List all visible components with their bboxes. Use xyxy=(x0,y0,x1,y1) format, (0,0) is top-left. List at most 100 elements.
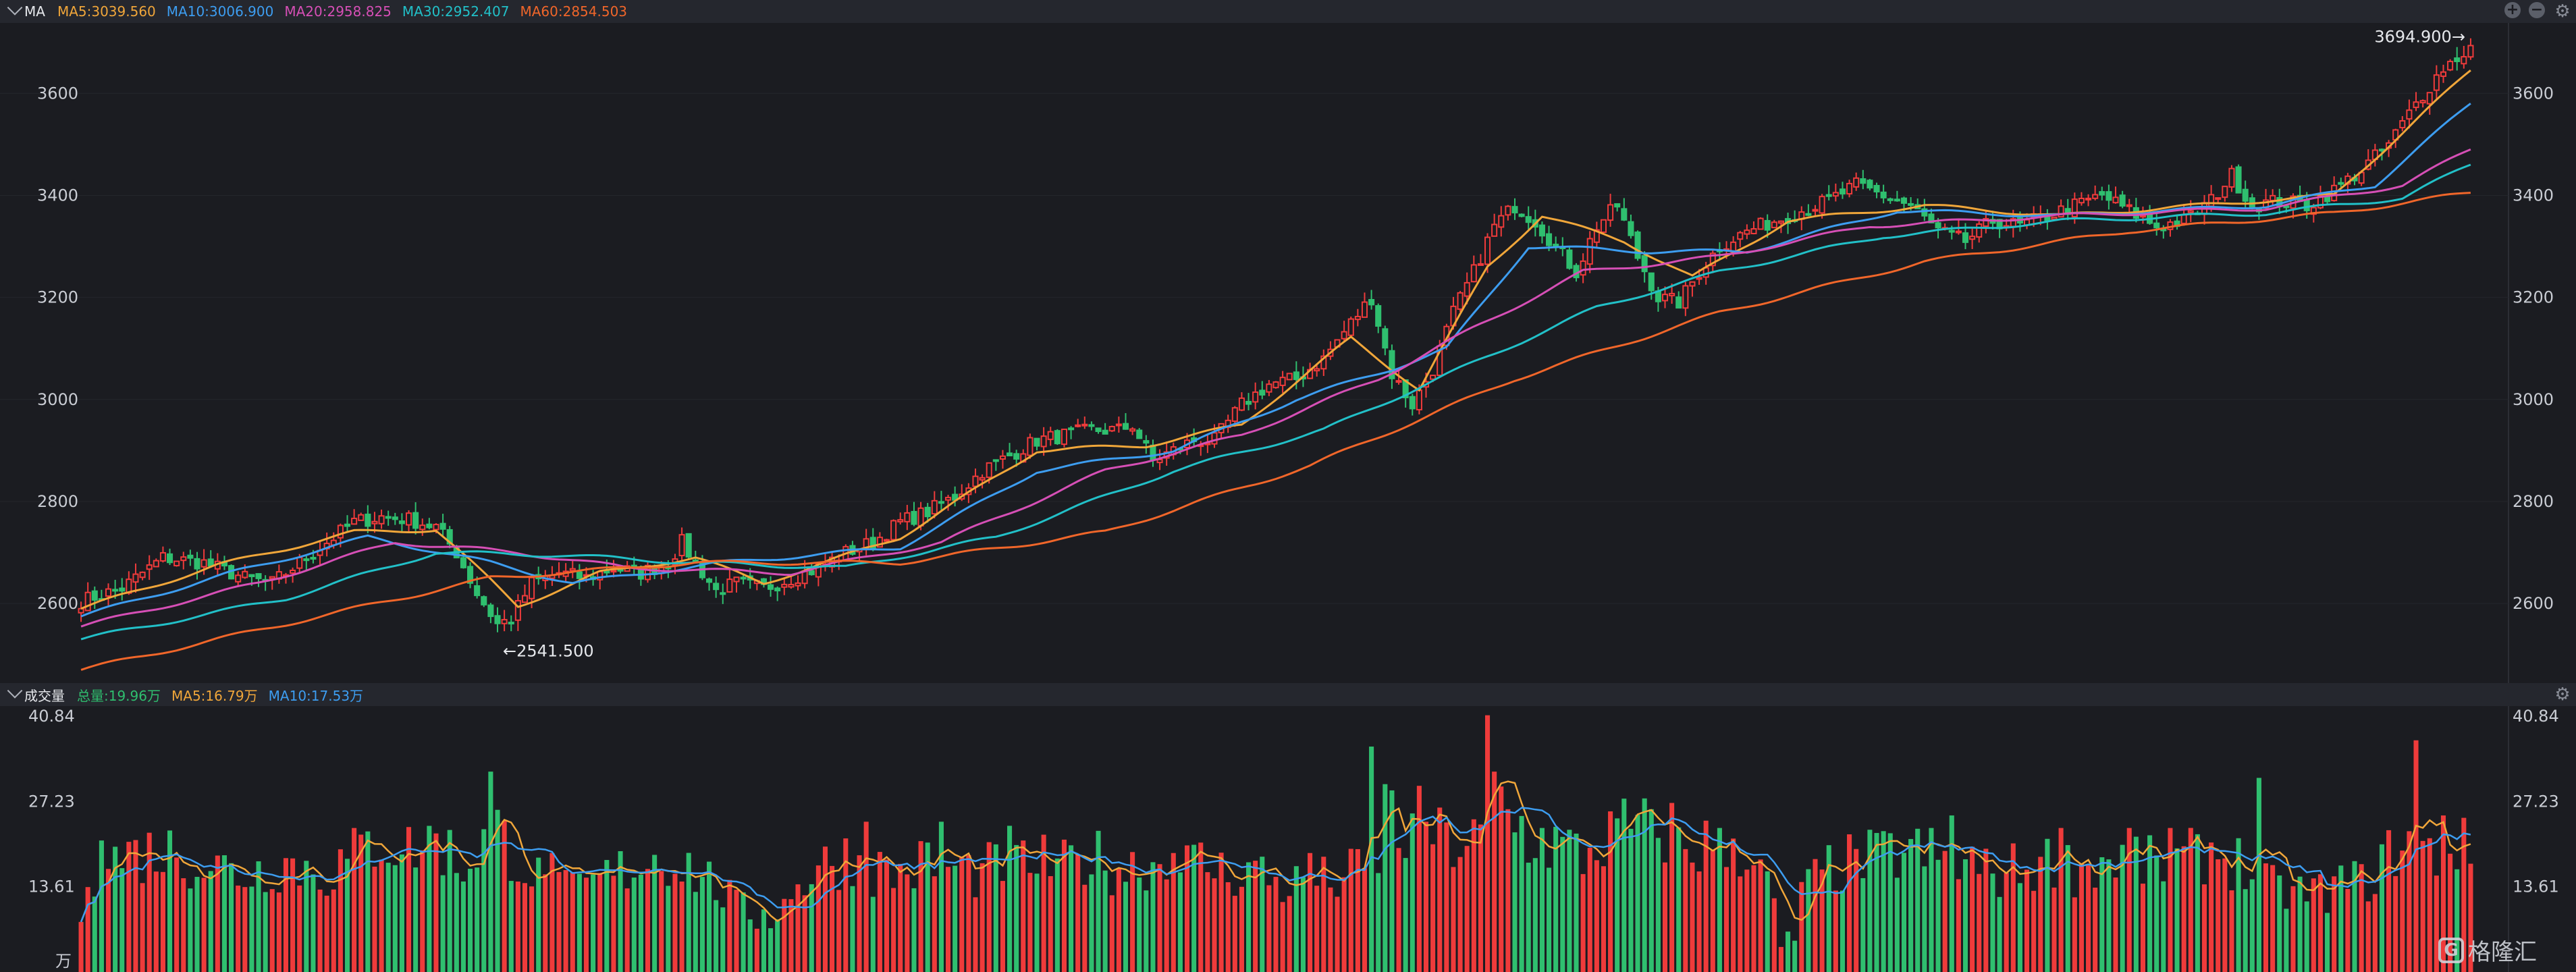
collapse-chevron-icon[interactable] xyxy=(7,683,23,699)
candle-body xyxy=(1122,423,1129,430)
candle-body xyxy=(733,576,740,583)
candle-body xyxy=(91,590,98,601)
candles-group xyxy=(78,38,2474,632)
volume-bar xyxy=(2284,909,2289,972)
volume-tick-label-left: 13.61 xyxy=(28,878,75,896)
volume-bar xyxy=(549,853,555,972)
add-indicator-icon[interactable]: + xyxy=(2504,2,2521,18)
volume-bar xyxy=(1389,790,1395,972)
volume-bar xyxy=(597,873,603,972)
candle-body xyxy=(1894,198,1900,202)
volume-bar xyxy=(1300,877,1306,972)
volume-bar xyxy=(2086,865,2091,972)
volume-bar xyxy=(2004,873,2009,972)
candle-body xyxy=(1853,177,1860,188)
candle-body xyxy=(187,554,194,559)
volume-bar xyxy=(945,867,951,972)
legend-ma60: MA60:2854.503 xyxy=(520,3,628,20)
volume-bar xyxy=(1683,848,1688,972)
volume-bar xyxy=(1574,833,1579,972)
candle-body xyxy=(1839,188,1846,195)
gear-icon[interactable]: ⚙ xyxy=(2554,684,2571,705)
volume-bar xyxy=(188,888,193,972)
candle-body xyxy=(1880,191,1887,198)
candle-body xyxy=(242,570,248,578)
gear-icon[interactable]: ⚙ xyxy=(2554,1,2571,22)
volume-bar xyxy=(2270,865,2276,972)
candle-body xyxy=(1600,219,1607,233)
candle-body xyxy=(1750,228,1757,235)
legend-total-volume: 总量:19.96万 xyxy=(77,687,161,704)
candle-body xyxy=(1395,380,1402,383)
volume-bar xyxy=(2188,828,2193,972)
volume-bar xyxy=(1854,848,1859,972)
candle-body xyxy=(2324,196,2331,202)
candle-body xyxy=(1498,215,1505,228)
volume-bar xyxy=(447,830,452,972)
legend-ma30: MA30:2952.407 xyxy=(402,3,510,20)
candle-body xyxy=(1368,298,1375,306)
candle-body xyxy=(1272,381,1279,389)
candle-body xyxy=(1252,391,1259,403)
volume-bar xyxy=(1669,803,1675,972)
volume-bar xyxy=(570,871,575,972)
volume-bar xyxy=(1690,862,1695,972)
candle-body xyxy=(112,589,119,592)
volume-bar xyxy=(1655,838,1661,972)
candle-body xyxy=(1389,350,1395,379)
candle-body xyxy=(617,568,624,572)
remove-indicator-icon[interactable]: − xyxy=(2529,2,2545,18)
candle-body xyxy=(1593,229,1600,243)
volume-bar xyxy=(1280,902,1285,972)
volume-bar xyxy=(2120,844,2125,972)
candle-body xyxy=(419,524,426,531)
candle-body xyxy=(494,615,501,624)
volume-bar xyxy=(2263,863,2269,972)
volume-bar xyxy=(2140,884,2146,972)
volume-bar xyxy=(311,874,316,972)
candle-body xyxy=(433,524,439,531)
candle-body xyxy=(1669,292,1675,296)
volume-bar xyxy=(1075,854,1081,972)
volume-bar xyxy=(624,888,630,972)
volume-bar xyxy=(1144,890,1149,972)
candle-body xyxy=(1962,232,1969,243)
candle-body xyxy=(153,560,159,568)
candle-body xyxy=(132,573,139,583)
volume-bar xyxy=(1908,838,1914,972)
volume-bar xyxy=(208,871,213,972)
candle-body xyxy=(979,477,986,481)
volume-bar xyxy=(1744,869,1750,972)
candle-body xyxy=(876,537,883,548)
candle-body xyxy=(692,559,699,562)
volume-bar xyxy=(167,830,173,972)
collapse-chevron-icon[interactable] xyxy=(7,0,23,16)
volume-bar xyxy=(2420,840,2425,972)
candle-body xyxy=(439,522,446,530)
ma-line-ma20 xyxy=(80,148,2471,628)
candle-body xyxy=(795,582,801,587)
volume-bar xyxy=(2311,878,2316,972)
volume-bar xyxy=(1403,858,1408,972)
candle-body xyxy=(610,570,617,573)
volume-bar xyxy=(1130,852,1135,972)
candle-body xyxy=(1150,444,1156,461)
candle-body xyxy=(1764,219,1771,231)
volume-bar xyxy=(1137,877,1142,972)
volume-bar xyxy=(822,846,828,972)
candle-body xyxy=(481,596,487,605)
candle-body xyxy=(2187,210,2194,213)
volume-bar xyxy=(2468,863,2473,972)
candle-body xyxy=(1586,238,1593,265)
candle-body xyxy=(685,533,692,558)
candle-body xyxy=(1375,305,1382,327)
volume-bar xyxy=(269,889,275,972)
candle-body xyxy=(1430,375,1437,380)
logo-text: 格隆汇 xyxy=(2468,939,2537,966)
panel-controls: + − ⚙ xyxy=(2504,2,2572,21)
volume-bar xyxy=(1778,946,1783,972)
volume-bar xyxy=(1648,809,1654,972)
candle-body xyxy=(2099,191,2105,196)
volume-bar xyxy=(932,876,937,972)
